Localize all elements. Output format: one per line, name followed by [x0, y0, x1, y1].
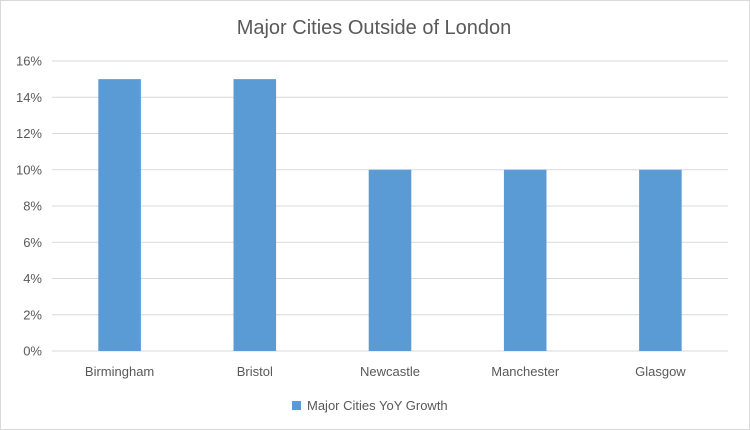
legend-swatch	[292, 401, 301, 410]
y-tick-label: 10%	[16, 162, 42, 177]
x-axis-tick-labels: Birmingham Bristol Newcastle Manchester Glas…	[85, 364, 686, 379]
x-tick-label: Glasgow	[635, 364, 686, 379]
y-tick-label: 6%	[23, 235, 42, 250]
bar-manchester	[503, 169, 547, 351]
y-tick-label: 14%	[16, 90, 42, 105]
y-tick-label: 16%	[16, 54, 42, 69]
legend: Major Cities YoY Growth	[292, 398, 448, 413]
x-tick-label: Newcastle	[360, 364, 420, 379]
legend-label: Major Cities YoY Growth	[307, 398, 448, 413]
bar-glasgow	[639, 169, 682, 351]
y-tick-label: 8%	[23, 199, 42, 214]
y-tick-label: 4%	[23, 271, 42, 286]
y-tick-label: 2%	[23, 307, 42, 322]
bar-birmingham	[98, 79, 141, 351]
y-tick-label: 0%	[23, 344, 42, 359]
bar-newcastle	[368, 169, 412, 351]
x-tick-label: Bristol	[237, 364, 273, 379]
x-tick-label: Manchester	[491, 364, 560, 379]
bar-bristol	[233, 79, 277, 351]
chart-title: Major Cities Outside of London	[237, 17, 512, 39]
bars	[98, 79, 682, 351]
x-tick-label: Birmingham	[85, 364, 154, 379]
y-tick-label: 12%	[16, 126, 42, 141]
y-axis-tick-labels: 0% 2% 4% 6% 8% 10% 12% 14% 16%	[16, 54, 42, 359]
